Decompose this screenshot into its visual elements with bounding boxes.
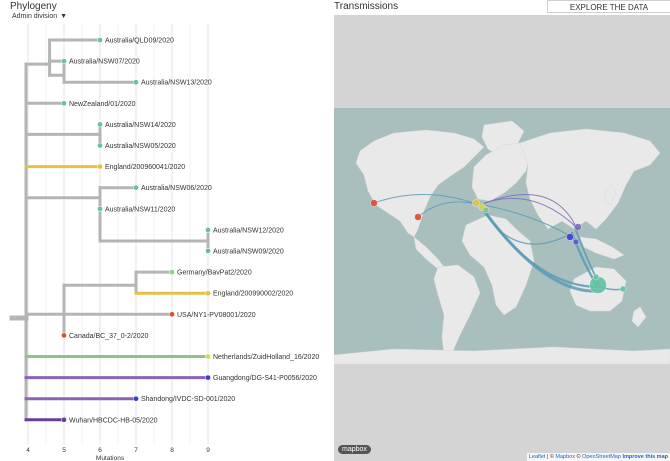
axis-tick-label: 9: [206, 447, 210, 454]
tip-node[interactable]: [205, 248, 211, 254]
phylogeny-title: Phylogeny: [10, 1, 57, 12]
admin-division-select[interactable]: Admin division ▼: [12, 13, 67, 20]
tip-label[interactable]: Netherlands/ZuidHolland_16/2020: [213, 354, 319, 361]
japan: [603, 184, 617, 206]
europe: [471, 142, 531, 202]
x-axis-label: Mutations: [96, 455, 125, 461]
shandong-point[interactable]: [574, 223, 582, 231]
admin-division-label: Admin division: [12, 13, 58, 20]
antarctica: [334, 346, 670, 365]
north-america: [355, 129, 485, 238]
tip-label[interactable]: Australia/NSW05/2020: [105, 143, 176, 150]
tip-label[interactable]: Germany/BavPat2/2020: [177, 270, 252, 277]
tip-label[interactable]: Australia/NSW13/2020: [141, 80, 212, 87]
newzealand-point[interactable]: [619, 285, 627, 293]
canada-point[interactable]: [370, 199, 378, 207]
tip-node[interactable]: [133, 395, 139, 402]
transmission-map[interactable]: mapbox Leaflet | © Mapbox © OpenStreetMa…: [334, 15, 670, 461]
axis-tick-label: 8: [170, 447, 174, 454]
attribution-separator-2: ©: [574, 454, 583, 460]
tip-node[interactable]: [205, 374, 211, 381]
tip-label[interactable]: England/200990002/2020: [213, 291, 293, 298]
tip-label[interactable]: Wuhan/HBCDC-HB-05/2020: [69, 417, 158, 424]
tip-node[interactable]: [97, 142, 103, 149]
tip-node[interactable]: [61, 416, 67, 423]
new-zealand: [631, 306, 647, 328]
transmission-arc: [479, 194, 579, 232]
asia: [519, 128, 661, 230]
explore-data-button[interactable]: EXPLORE THE DATA YOURSELF: [547, 0, 670, 25]
tip-node[interactable]: [97, 163, 103, 170]
tip-label[interactable]: Australia/NSW06/2020: [141, 185, 212, 192]
tip-node[interactable]: [133, 184, 139, 191]
tip-label[interactable]: Australia/NSW11/2020: [105, 206, 175, 213]
tip-label[interactable]: Australia/NSW14/2020: [105, 122, 176, 129]
tip-label[interactable]: Australia/NSW07/2020: [69, 59, 140, 66]
map-attribution: Leaflet | © Mapbox © OpenStreetMap Impro…: [526, 453, 670, 461]
transmission-arc: [479, 204, 573, 245]
axis-tick-label: 4: [26, 447, 30, 454]
tip-label[interactable]: Shandong/IVDC-SD-001/2020: [141, 396, 235, 403]
tip-label[interactable]: NewZealand/01/2020: [69, 101, 136, 108]
tip-node[interactable]: [205, 227, 211, 233]
england-point[interactable]: [472, 199, 480, 207]
guangdong-point[interactable]: [572, 238, 580, 246]
openstreetmap-link[interactable]: OpenStreetMap: [582, 454, 621, 460]
australia-qld-point[interactable]: [592, 273, 600, 281]
germany-point[interactable]: [482, 206, 490, 214]
tip-node[interactable]: [205, 290, 211, 297]
transmissions-title: Transmissions: [334, 1, 399, 12]
transmission-arc: [478, 203, 602, 293]
wuhan-point[interactable]: [566, 233, 574, 241]
axis-tick-label: 6: [98, 447, 102, 454]
tip-label[interactable]: USA/NY1-PV08001/2020: [177, 312, 256, 319]
axis-tick-label: 5: [62, 447, 66, 454]
leaflet-link[interactable]: Leaflet: [528, 454, 546, 460]
transmission-arc: [373, 193, 481, 206]
tip-label[interactable]: England/200960041/2020: [105, 164, 185, 171]
phylogeny-tree: Australia/QLD09/2020 Australia/NSW07/2020…: [9, 24, 319, 461]
tip-node[interactable]: [133, 79, 139, 86]
tip-node[interactable]: [169, 269, 175, 275]
southeast-asia: [579, 236, 625, 260]
tip-node[interactable]: [61, 332, 67, 339]
attribution-separator: | ©: [545, 454, 556, 460]
tip-node[interactable]: [97, 121, 103, 128]
tip-label[interactable]: Australia/NSW12/2020: [213, 227, 284, 234]
tip-node[interactable]: [61, 58, 67, 64]
usa-point[interactable]: [414, 213, 422, 221]
mapbox-logo[interactable]: mapbox: [338, 445, 371, 454]
tip-node[interactable]: [61, 100, 67, 107]
mapbox-link[interactable]: Mapbox: [555, 454, 575, 460]
transmission-arc: [483, 204, 573, 238]
tip-node[interactable]: [169, 311, 175, 318]
improve-map-link[interactable]: Improve this map: [622, 454, 668, 460]
tip-label[interactable]: Australia/NSW09/2020: [213, 249, 284, 256]
tip-node[interactable]: [205, 353, 211, 360]
tip-label[interactable]: Guangdong/DG-S41-P0056/2020: [213, 375, 317, 382]
tip-label[interactable]: Australia/QLD09/2020: [105, 38, 174, 45]
axis-tick-label: 7: [134, 447, 138, 454]
tip-label[interactable]: Canada/BC_37_0-2/2020: [69, 333, 149, 340]
chevron-down-icon: ▼: [60, 13, 68, 20]
tip-node[interactable]: [97, 37, 103, 43]
tip-node[interactable]: [97, 205, 103, 212]
